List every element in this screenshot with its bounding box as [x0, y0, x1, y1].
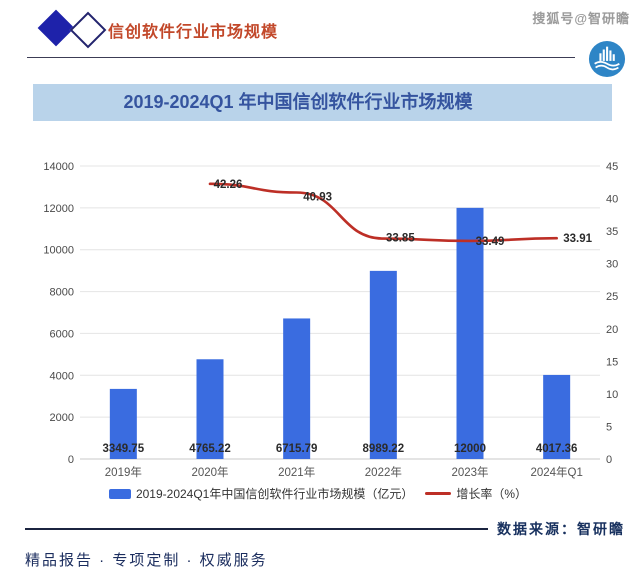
- data-source-text: 数据来源：智研瞻: [497, 521, 625, 537]
- right-axis-tick-label: 35: [606, 226, 618, 238]
- sohu-watermark: 搜狐号@智研瞻: [532, 11, 630, 26]
- bar: [456, 207, 484, 459]
- right-axis-tick-label: 25: [606, 291, 618, 303]
- chart-title-banner: 2019-2024Q1 年中国信创软件行业市场规模: [33, 84, 612, 121]
- right-axis-tick-label: 0: [606, 454, 612, 466]
- line-value-label: 40.93: [303, 192, 332, 204]
- category-label: 2020年: [191, 465, 228, 479]
- line-value-label: 33.85: [386, 233, 415, 245]
- bar-value-label: 4017.36: [536, 443, 578, 455]
- bar: [543, 374, 571, 459]
- tagline-text: 精品报告 · 专项定制 · 权威服务: [25, 552, 268, 569]
- source-row: 数据来源：智研瞻: [25, 516, 628, 542]
- left-axis-tick-label: 4000: [50, 370, 74, 382]
- legend-bar-swatch-icon: [108, 488, 131, 499]
- right-axis-tick-label: 20: [606, 324, 618, 336]
- bar-value-label: 6715.79: [276, 443, 318, 455]
- legend-bar-label: 2019-2024Q1年中国信创软件行业市场规模（亿元）: [135, 487, 414, 501]
- left-axis-tick-label: 0: [68, 454, 74, 466]
- zhiyanzhan-logo-icon: [588, 40, 626, 78]
- category-label: 2024年Q1: [530, 465, 582, 479]
- category-label: 2022年: [365, 465, 402, 479]
- bar: [283, 318, 311, 459]
- legend-item-line: 增长率（%）: [425, 485, 527, 502]
- line-value-label: 33.49: [476, 236, 505, 248]
- right-axis-tick-label: 10: [606, 389, 618, 401]
- bar-value-label: 3349.75: [103, 443, 145, 455]
- bar-value-label: 12000: [454, 443, 486, 455]
- chart-legend: 2019-2024Q1年中国信创软件行业市场规模（亿元） 增长率（%）: [0, 485, 636, 502]
- header-divider: [27, 57, 575, 58]
- diamond-outline-icon: [69, 11, 107, 49]
- category-label: 2019年: [105, 465, 142, 479]
- chart-canvas: 0 2000 4000 6000 8000 10000 12000 14000 0 5 10 15 20…: [43, 161, 618, 479]
- category-label: 2021年: [278, 465, 315, 479]
- page-title: 信创软件行业市场规模: [108, 24, 279, 41]
- chart-title: 2019-2024Q1 年中国信创软件行业市场规模: [123, 92, 473, 112]
- right-axis-tick-label: 45: [606, 161, 618, 173]
- growth-line: [208, 182, 558, 243]
- legend-item-bar: 2019-2024Q1年中国信创软件行业市场规模（亿元）: [108, 485, 414, 502]
- bar: [109, 388, 137, 459]
- right-axis-tick-label: 40: [606, 194, 618, 206]
- bar: [369, 270, 397, 459]
- left-axis-tick-label: 2000: [50, 412, 74, 424]
- bar-value-label: 4765.22: [189, 443, 231, 455]
- left-axis-tick-label: 12000: [43, 203, 74, 215]
- category-label: 2023年: [451, 465, 488, 479]
- bar-value-label: 8989.22: [363, 443, 405, 455]
- line-value-label: 33.91: [563, 233, 592, 245]
- legend-line-label: 增长率（%）: [456, 487, 528, 501]
- legend-line-swatch-icon: [425, 492, 452, 495]
- right-axis-tick-label: 5: [606, 421, 612, 433]
- bar: [196, 359, 224, 459]
- left-axis-tick-label: 8000: [50, 287, 74, 299]
- left-axis-tick-label: 10000: [43, 245, 74, 257]
- source-divider: [25, 528, 488, 530]
- line-value-label: 42.26: [214, 179, 243, 191]
- diamond-filled-icon: [37, 9, 75, 47]
- right-axis-tick-label: 15: [606, 356, 618, 368]
- left-axis-tick-label: 14000: [43, 161, 74, 173]
- right-axis-tick-label: 30: [606, 259, 618, 271]
- left-axis-tick-label: 6000: [50, 328, 74, 340]
